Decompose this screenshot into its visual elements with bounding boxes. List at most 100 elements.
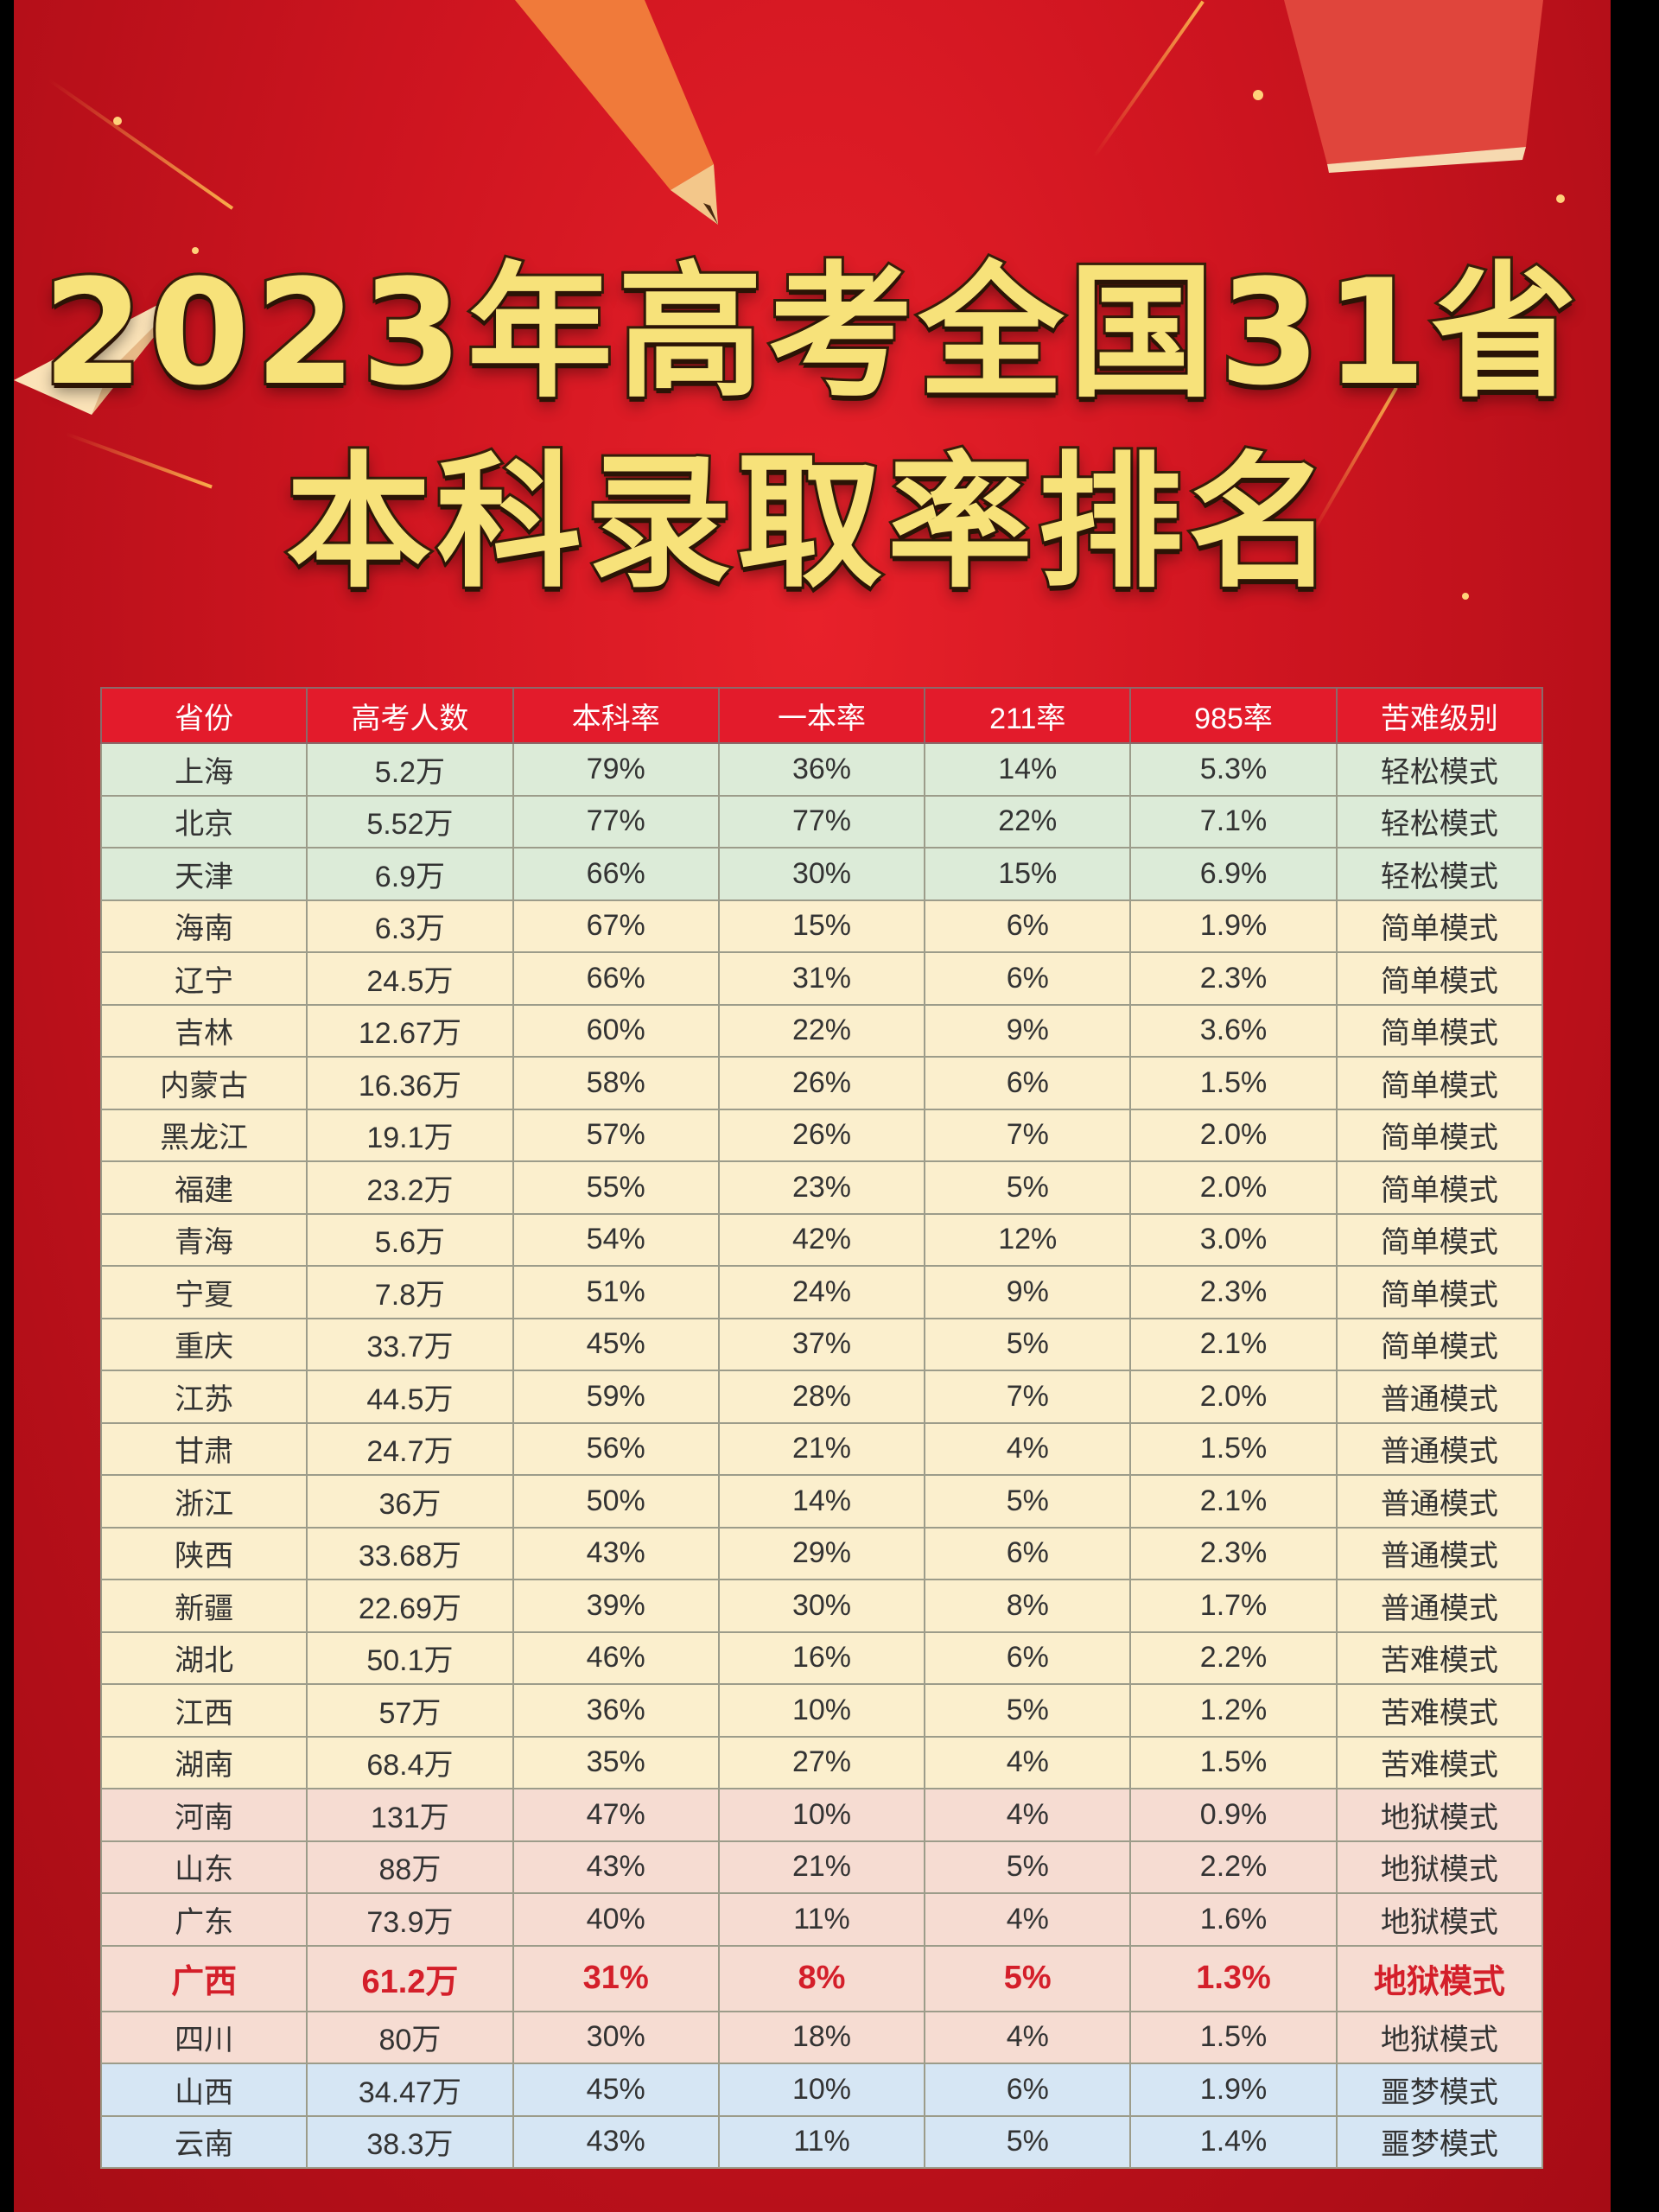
- table-cell: 简单模式: [1335, 1317, 1544, 1371]
- table-cell: 噩梦模式: [1335, 2114, 1544, 2169]
- table-row: 陕西 33.68万 43% 29% 6% 2.3% 普通模式: [99, 1526, 1544, 1580]
- table-row: 河南 131万 47% 10% 4% 0.9% 地狱模式: [99, 1788, 1544, 1842]
- page-title-line1: 2023年高考全国31省: [40, 248, 1582, 417]
- table-cell: 19.1万: [306, 1108, 514, 1162]
- table-row: 四川 80万 30% 18% 4% 1.5% 地狱模式: [99, 2010, 1544, 2064]
- column-header: 高考人数: [306, 687, 514, 744]
- table-cell: 简单模式: [1335, 1160, 1544, 1215]
- table-row: 云南 38.3万 43% 11% 5% 1.4% 噩梦模式: [99, 2114, 1544, 2169]
- table-cell: 6%: [924, 899, 1132, 953]
- table-cell: 16%: [717, 1630, 926, 1685]
- table-cell: 上海: [99, 742, 308, 797]
- column-header: 省份: [99, 687, 308, 744]
- table-cell: 28%: [717, 1370, 926, 1424]
- table-cell: 普通模式: [1335, 1526, 1544, 1580]
- table-cell: 8%: [717, 1944, 926, 2012]
- table-cell: 简单模式: [1335, 1003, 1544, 1058]
- table-cell: 1.5%: [1129, 1735, 1338, 1789]
- table-cell: 22%: [717, 1003, 926, 1058]
- table-cell: 131万: [306, 1788, 514, 1842]
- table-cell: 12%: [924, 1212, 1132, 1267]
- table-cell: 简单模式: [1335, 951, 1544, 1006]
- table-cell: 37%: [717, 1317, 926, 1371]
- table-cell: 10%: [717, 1683, 926, 1738]
- table-cell: 1.5%: [1129, 2010, 1338, 2064]
- table-cell: 12.67万: [306, 1003, 514, 1058]
- table-row: 内蒙古 16.36万 58% 26% 6% 1.5% 简单模式: [99, 1056, 1544, 1110]
- table-row: 上海 5.2万 79% 36% 14% 5.3% 轻松模式: [99, 742, 1544, 797]
- table-cell: 4%: [924, 1421, 1132, 1476]
- table-cell: 26%: [717, 1108, 926, 1162]
- table-cell: 79%: [512, 742, 720, 797]
- table-cell: 河南: [99, 1788, 308, 1842]
- table-row: 青海 5.6万 54% 42% 12% 3.0% 简单模式: [99, 1212, 1544, 1267]
- table-cell: 42%: [717, 1212, 926, 1267]
- table-cell: 15%: [924, 847, 1132, 901]
- table-cell: 8%: [924, 1579, 1132, 1633]
- table-cell: 4%: [924, 2010, 1132, 2064]
- table-cell: 简单模式: [1335, 1108, 1544, 1162]
- table-cell: 1.5%: [1129, 1421, 1338, 1476]
- table-cell: 4%: [924, 1892, 1132, 1947]
- table-cell: 5.3%: [1129, 742, 1338, 797]
- table-cell: 简单模式: [1335, 899, 1544, 953]
- table-cell: 6.9%: [1129, 847, 1338, 901]
- table-cell: 77%: [512, 794, 720, 849]
- table-cell: 51%: [512, 1265, 720, 1319]
- table-cell: 33.7万: [306, 1317, 514, 1371]
- table-cell: 2.3%: [1129, 1526, 1338, 1580]
- table-cell: 苦难模式: [1335, 1630, 1544, 1685]
- table-cell: 2.0%: [1129, 1370, 1338, 1424]
- table-row: 山西 34.47万 45% 10% 6% 1.9% 噩梦模式: [99, 2063, 1544, 2117]
- table-cell: 5%: [924, 1474, 1132, 1529]
- table-cell: 31%: [717, 951, 926, 1006]
- table-cell: 云南: [99, 2114, 308, 2169]
- table-cell: 2.3%: [1129, 1265, 1338, 1319]
- table-row: 江苏 44.5万 59% 28% 7% 2.0% 普通模式: [99, 1370, 1544, 1424]
- table-cell: 16.36万: [306, 1056, 514, 1110]
- table-cell: 21%: [717, 1840, 926, 1894]
- table-cell: 36%: [512, 1683, 720, 1738]
- table-cell: 57万: [306, 1683, 514, 1738]
- table-cell: 6%: [924, 951, 1132, 1006]
- table-cell: 2.1%: [1129, 1474, 1338, 1529]
- table-cell: 山东: [99, 1840, 308, 1894]
- table-cell: 噩梦模式: [1335, 2063, 1544, 2117]
- table-cell: 43%: [512, 2114, 720, 2169]
- table-cell: 1.9%: [1129, 2063, 1338, 2117]
- table-cell: 1.9%: [1129, 899, 1338, 953]
- table-cell: 轻松模式: [1335, 742, 1544, 797]
- table-cell: 2.1%: [1129, 1317, 1338, 1371]
- table-cell: 11%: [717, 2114, 926, 2169]
- table-cell: 66%: [512, 951, 720, 1006]
- table-row: 福建 23.2万 55% 23% 5% 2.0% 简单模式: [99, 1160, 1544, 1215]
- table-cell: 新疆: [99, 1579, 308, 1633]
- table-cell: 61.2万: [306, 1944, 514, 2012]
- table-cell: 30%: [512, 2010, 720, 2064]
- table-cell: 7%: [924, 1370, 1132, 1424]
- table-cell: 22%: [924, 794, 1132, 849]
- table-cell: 宁夏: [99, 1265, 308, 1319]
- table-cell: 59%: [512, 1370, 720, 1424]
- table-cell: 甘肃: [99, 1421, 308, 1476]
- table-cell: 普通模式: [1335, 1370, 1544, 1424]
- table-cell: 88万: [306, 1840, 514, 1894]
- table-cell: 浙江: [99, 1474, 308, 1529]
- table-cell: 简单模式: [1335, 1056, 1544, 1110]
- table-cell: 27%: [717, 1735, 926, 1789]
- table-cell: 23%: [717, 1160, 926, 1215]
- table-row: 湖南 68.4万 35% 27% 4% 1.5% 苦难模式: [99, 1735, 1544, 1789]
- table-cell: 北京: [99, 794, 308, 849]
- column-header: 本科率: [512, 687, 720, 744]
- table-cell: 6.3万: [306, 899, 514, 953]
- table-cell: 7%: [924, 1108, 1132, 1162]
- table-cell: 3.0%: [1129, 1212, 1338, 1267]
- table-cell: 3.6%: [1129, 1003, 1338, 1058]
- table-cell: 陕西: [99, 1526, 308, 1580]
- table-cell: 66%: [512, 847, 720, 901]
- table-cell: 33.68万: [306, 1526, 514, 1580]
- table-cell: 9%: [924, 1265, 1132, 1319]
- table-cell: 5%: [924, 1317, 1132, 1371]
- table-cell: 四川: [99, 2010, 308, 2064]
- table-cell: 2.2%: [1129, 1630, 1338, 1685]
